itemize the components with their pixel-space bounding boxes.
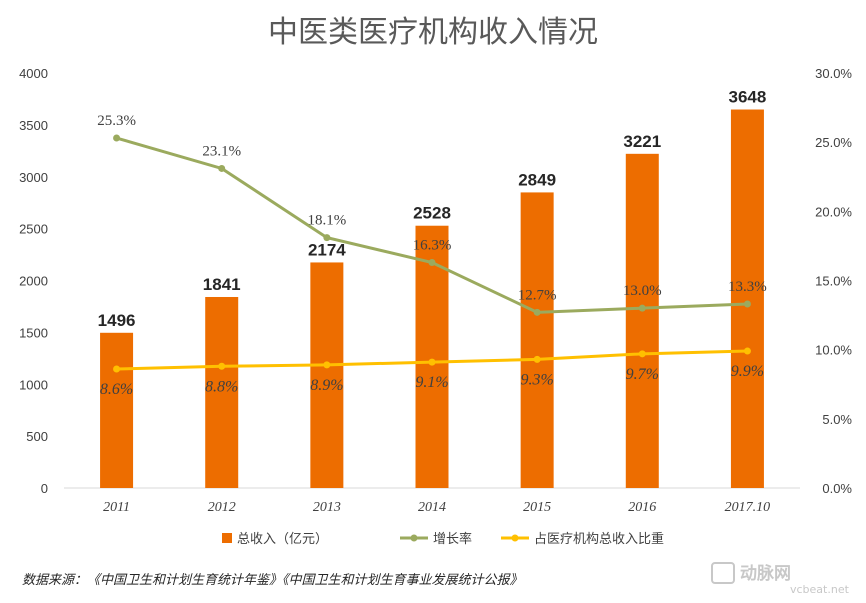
- chart-title: 中医类医疗机构收入情况: [268, 15, 598, 50]
- series-point: [638, 304, 646, 312]
- y-left-tick-label: 1000: [19, 377, 48, 392]
- series-point: [743, 347, 751, 355]
- bar: [625, 153, 659, 489]
- y-right-tick-label: 30.0%: [815, 66, 852, 81]
- y-right-tick-label: 25.0%: [815, 135, 852, 150]
- bar: [520, 192, 554, 488]
- right-axis-ticks: 0.0% 5.0% 10.0% 15.0% 20.0% 25.0% 30.0%: [815, 66, 852, 496]
- share-label: 9.7%: [626, 366, 659, 383]
- bar-value-label: 1841: [203, 275, 241, 294]
- growth-rate-label: 16.3%: [413, 238, 452, 254]
- left-axis-ticks: 0 500 1000 1500 2000 2500 3000 3500 4000: [19, 66, 48, 496]
- watermark-url: vcbeat.net: [790, 583, 850, 596]
- bar: [205, 296, 239, 488]
- bar: [310, 262, 344, 488]
- series-point: [428, 358, 436, 366]
- y-left-tick-label: 1500: [19, 325, 48, 340]
- watermark-logo-mark: [711, 562, 735, 584]
- series-point: [113, 365, 121, 373]
- x-tick-label: 2012: [208, 500, 236, 515]
- growth-rate-label: 23.1%: [202, 143, 241, 159]
- growth-rate-label: 18.1%: [307, 213, 346, 229]
- growth-rate-label: 13.3%: [728, 279, 767, 295]
- x-tick-label: 2016: [628, 500, 656, 515]
- series-point: [533, 355, 541, 363]
- y-left-tick-label: 2500: [19, 222, 48, 237]
- growth-rate-label: 13.0%: [623, 283, 662, 299]
- series-point: [218, 362, 226, 370]
- y-right-tick-label: 10.0%: [815, 343, 852, 358]
- watermark-logo: 动脉网 vcbeat.net: [711, 562, 850, 596]
- y-left-tick-label: 3000: [19, 170, 48, 185]
- series-point: [113, 134, 121, 142]
- legend-swatch-bar: [222, 533, 232, 543]
- x-tick-label: 2017.10: [725, 500, 771, 515]
- series-point: [743, 300, 751, 308]
- watermark-brand: 动脉网: [740, 563, 791, 584]
- legend-label: 占医疗机构总收入比重: [534, 531, 664, 547]
- source-note: 数据来源：《中国卫生和计划生育统计年鉴》《中国卫生和计划生育事业发展统计公报》: [22, 572, 523, 588]
- share-label: 9.3%: [520, 371, 553, 388]
- series-point: [323, 361, 331, 369]
- x-tick-label: 2015: [523, 500, 551, 515]
- y-right-tick-label: 5.0%: [822, 412, 852, 427]
- series-point: [428, 259, 436, 267]
- share-label: 8.8%: [205, 378, 238, 395]
- series-point: [638, 350, 646, 358]
- y-right-tick-label: 0.0%: [822, 481, 852, 496]
- y-left-tick-label: 4000: [19, 66, 48, 81]
- bar-value-label: 2174: [308, 240, 346, 259]
- series-point: [533, 308, 541, 316]
- share-label: 9.9%: [731, 363, 764, 380]
- legend-swatch-marker: [511, 534, 519, 542]
- x-tick-label: 2014: [418, 500, 446, 515]
- share-label: 8.9%: [310, 377, 343, 394]
- y-left-tick-label: 3500: [19, 118, 48, 133]
- legend-swatch-marker: [410, 534, 418, 542]
- share-label: 9.1%: [415, 374, 448, 391]
- legend: 总收入（亿元） 增长率 占医疗机构总收入比重: [222, 531, 664, 547]
- share-label: 8.6%: [100, 381, 133, 398]
- y-right-tick-label: 20.0%: [815, 204, 852, 219]
- bar-value-label: 2849: [518, 170, 556, 189]
- legend-label: 总收入（亿元）: [237, 532, 328, 547]
- y-right-tick-label: 15.0%: [815, 274, 852, 289]
- bar-series: 1496 1841 2174 2528 2849 3221 3648: [98, 88, 767, 489]
- line-series: 25.3% 23.1% 18.1% 16.3% 12.7% 13.0% 13.3% 8.6% 8…: [97, 113, 767, 398]
- y-left-tick-label: 0: [41, 481, 48, 496]
- series-point: [218, 164, 226, 172]
- y-left-tick-label: 2000: [19, 274, 48, 289]
- bar-value-label: 3221: [623, 132, 661, 151]
- growth-rate-label: 12.7%: [518, 287, 557, 303]
- x-tick-label: 2013: [313, 500, 341, 515]
- bar: [415, 225, 449, 488]
- bar-value-label: 1496: [98, 311, 136, 330]
- bar-value-label: 3648: [729, 88, 767, 107]
- bar: [730, 109, 764, 489]
- x-axis-ticks: 2011 2012 2013 2014 2015 2016 2017.10: [103, 500, 770, 515]
- growth-rate-label: 25.3%: [97, 113, 136, 129]
- bar: [100, 332, 134, 488]
- y-left-tick-label: 500: [26, 429, 48, 444]
- series-point: [323, 234, 331, 242]
- x-tick-label: 2011: [103, 500, 130, 515]
- bar-value-label: 2528: [413, 204, 451, 223]
- legend-label: 增长率: [433, 531, 472, 547]
